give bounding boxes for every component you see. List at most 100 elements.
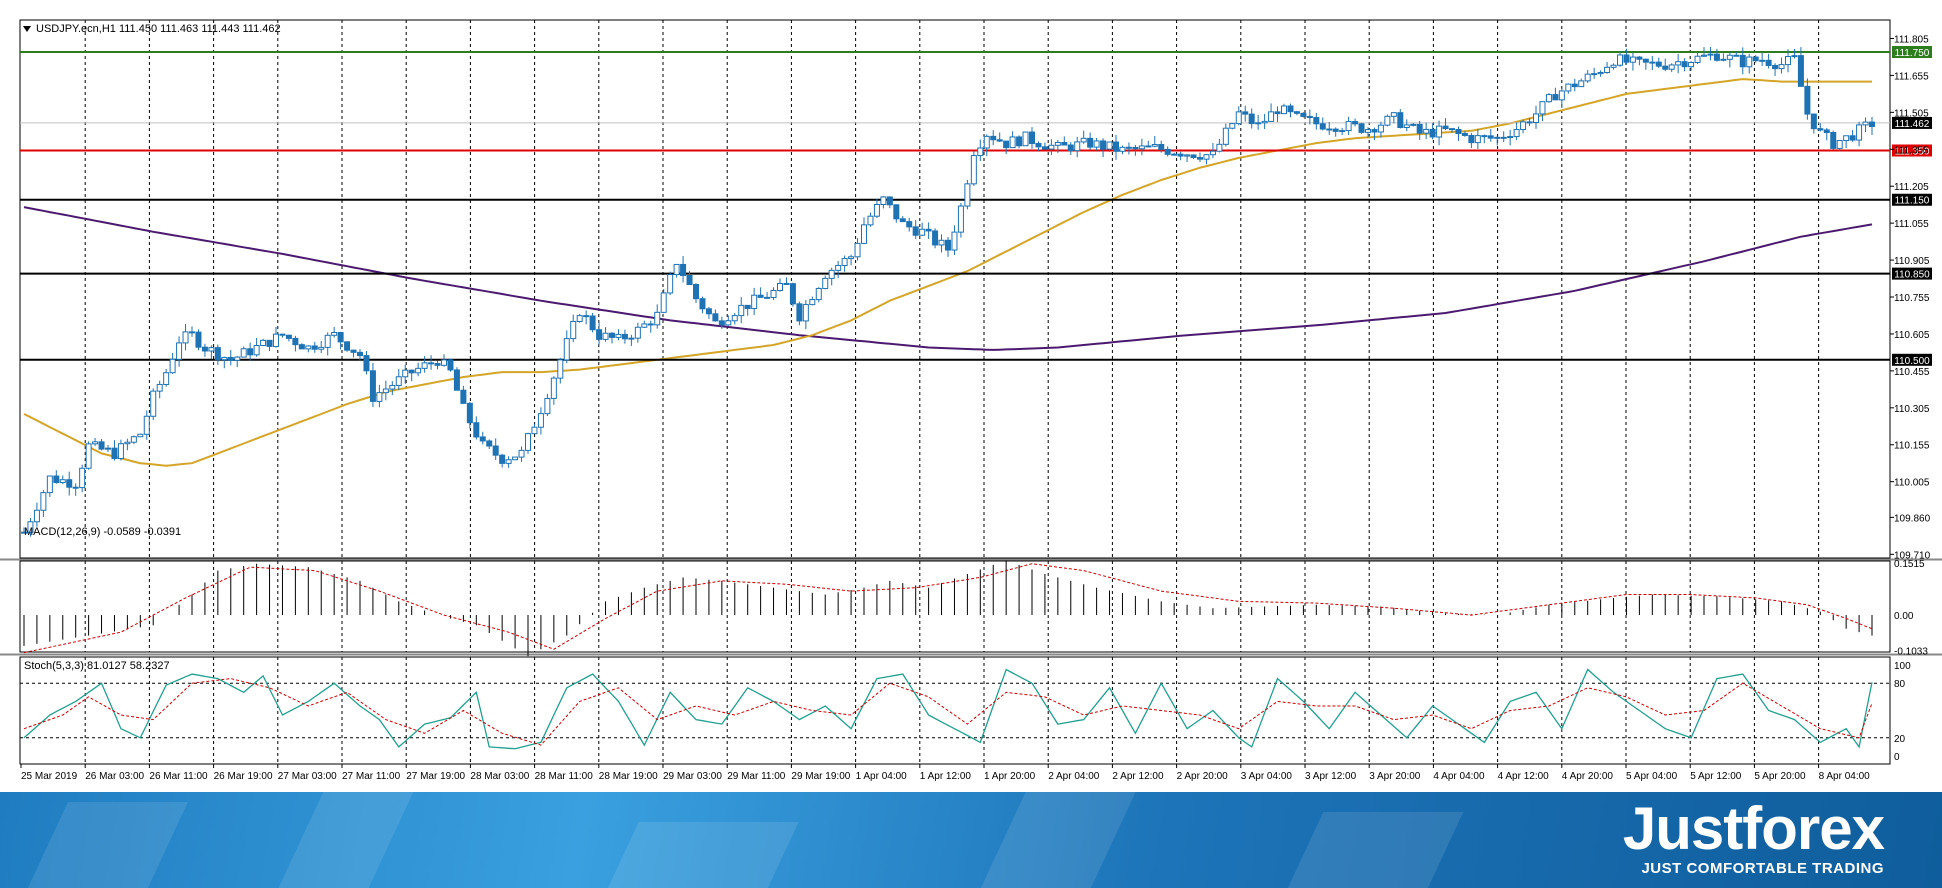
candle-bear: [1326, 128, 1333, 131]
candle-bull: [1074, 141, 1081, 152]
stoch-label: Stoch(5,3,3) 81.0127 58.2327: [24, 660, 170, 672]
candle-bull: [731, 315, 738, 322]
candle-bear: [311, 345, 318, 350]
candle-bull: [1675, 61, 1682, 66]
candle-bull: [1507, 136, 1514, 139]
banner-shape: [601, 822, 799, 888]
brand-logo: Justforex JUST COMFORTABLE TRADING: [1623, 796, 1885, 878]
candle-bear: [693, 284, 699, 300]
candle-bear: [189, 331, 195, 334]
time-axis: 25 Mar 2019 26 Mar 03:00 26 Mar 11:00 26 Ma…: [20, 764, 1870, 782]
level-price-label: 111.750: [1895, 48, 1930, 59]
candle-bull: [1629, 56, 1636, 63]
candle-bear: [1869, 121, 1875, 127]
candle-bull: [854, 242, 861, 258]
candle-bull: [169, 358, 176, 374]
candle-bear: [1810, 113, 1817, 130]
candle-bull: [240, 348, 247, 358]
candle-bear: [1306, 115, 1313, 119]
candle-bear: [53, 475, 60, 483]
candle-bull: [1513, 129, 1520, 138]
candle-bear: [647, 323, 654, 326]
candle-bear: [596, 329, 603, 340]
candle-bull: [46, 475, 53, 494]
collapse-arrow-icon[interactable]: [23, 26, 31, 32]
time-label: 28 Mar 03:00: [470, 771, 529, 782]
candle-bull: [1520, 121, 1527, 131]
candle-bear: [1739, 54, 1746, 68]
level-price-tag: [1892, 144, 1932, 157]
macd-axis-label: 0.1515: [1894, 559, 1925, 570]
candle-bear: [1125, 146, 1132, 149]
candle-bull: [1843, 135, 1850, 142]
candle-bear: [699, 298, 706, 310]
candle-bull: [557, 359, 564, 379]
candle-bear: [1371, 129, 1378, 133]
candle-bear: [1468, 134, 1475, 144]
candle-bull: [828, 269, 835, 279]
candle-bull: [1339, 130, 1346, 133]
candle-bull: [970, 155, 977, 185]
macd-pane-frame: [19, 560, 1891, 653]
candle-bull: [1054, 142, 1061, 146]
candle-bull: [1474, 135, 1481, 144]
candle-bear: [499, 454, 506, 464]
time-label: 27 Mar 19:00: [406, 771, 465, 782]
candle-bull: [641, 323, 648, 328]
chart-header[interactable]: USDJPY.ecn,H1 111.450 111.463 111.443 11…: [23, 23, 281, 35]
candle-bear: [757, 294, 764, 298]
candle-bear: [1526, 121, 1533, 124]
candle-bull: [1533, 113, 1539, 124]
macd-axis-label: 0.00: [1894, 611, 1914, 622]
candle-bull: [1138, 145, 1145, 150]
level-price-label: 111.150: [1895, 196, 1930, 207]
candle-bear: [1332, 128, 1339, 132]
candle-bull: [389, 384, 396, 390]
candle-bull: [234, 356, 241, 361]
candle-bear: [298, 344, 305, 350]
candle-bull: [505, 459, 512, 464]
candle-bull: [221, 356, 228, 361]
candle-bear: [408, 369, 415, 374]
candle-bull: [1778, 64, 1785, 70]
candle-bull: [1558, 90, 1565, 101]
candle-bull: [1080, 137, 1087, 143]
main-pane-frame: [19, 19, 1891, 559]
candle-bear: [486, 440, 493, 447]
candle-bull: [1410, 123, 1417, 126]
candle-bear: [460, 389, 467, 404]
candle-bull: [867, 215, 874, 226]
candle-bear: [279, 333, 286, 336]
candle-bear: [466, 402, 473, 424]
candle-bear: [1248, 113, 1255, 125]
candle-bull: [1222, 127, 1229, 145]
candle-bull: [421, 362, 428, 369]
candle-bear: [744, 304, 751, 309]
banner-shape: [969, 792, 1141, 888]
candle-bull: [318, 346, 325, 350]
candle-bear: [1713, 53, 1720, 61]
time-label: 2 Apr 04:00: [1048, 771, 1100, 782]
candle-bull: [1707, 53, 1714, 56]
banner-shape: [1276, 812, 1464, 888]
candle-bull: [176, 342, 183, 360]
candle-bear: [369, 370, 376, 402]
chart-canvas: 111.750 111.350 111.150 110.850 110.500 111.8…: [0, 19, 1942, 782]
candle-bear: [1500, 136, 1507, 139]
candle-bull: [861, 224, 867, 244]
time-label: 4 Apr 20:00: [1562, 771, 1614, 782]
macd-label: MACD(12,26,9) -0.0589 -0.0391: [24, 526, 181, 538]
candle-bear: [1765, 59, 1772, 66]
candle-bear: [1087, 137, 1094, 148]
candle-bear: [1190, 154, 1197, 159]
candle-bear: [1016, 136, 1023, 147]
candle-bear: [1029, 131, 1035, 145]
candle-bull: [79, 467, 86, 489]
candle-bear: [1429, 128, 1436, 138]
candle-bear: [1061, 142, 1068, 146]
time-label: 5 Apr 12:00: [1690, 771, 1742, 782]
symbol-header: USDJPY.ecn,H1 111.450 111.463 111.443 11…: [36, 23, 281, 35]
candle-bear: [21, 531, 27, 534]
candle-bull: [518, 449, 525, 458]
time-label: 26 Mar 03:00: [85, 771, 144, 782]
